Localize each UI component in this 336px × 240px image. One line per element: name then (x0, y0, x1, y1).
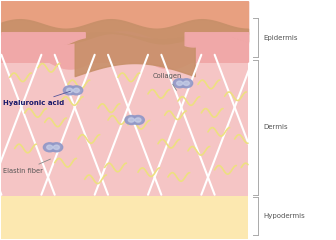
Circle shape (173, 79, 186, 88)
Circle shape (50, 143, 63, 152)
Circle shape (132, 115, 144, 125)
Circle shape (183, 81, 189, 85)
Circle shape (70, 86, 83, 95)
Circle shape (43, 143, 56, 152)
Text: Elastin fiber: Elastin fiber (3, 159, 50, 174)
Text: Epidermis: Epidermis (263, 35, 297, 41)
Text: Dermis: Dermis (263, 124, 288, 130)
FancyBboxPatch shape (1, 47, 248, 196)
Circle shape (67, 88, 73, 92)
Circle shape (128, 118, 134, 122)
FancyBboxPatch shape (1, 0, 248, 35)
Circle shape (64, 86, 76, 95)
Circle shape (47, 145, 53, 150)
Circle shape (73, 88, 79, 92)
Text: Hypodermis: Hypodermis (263, 213, 305, 219)
Circle shape (177, 81, 183, 85)
Circle shape (125, 115, 138, 125)
Text: Collagen: Collagen (153, 73, 182, 90)
Circle shape (53, 145, 59, 150)
Text: Hyaluronic acid: Hyaluronic acid (3, 91, 71, 106)
FancyBboxPatch shape (1, 193, 248, 239)
Circle shape (135, 118, 141, 122)
Circle shape (180, 79, 193, 88)
FancyBboxPatch shape (1, 13, 248, 63)
